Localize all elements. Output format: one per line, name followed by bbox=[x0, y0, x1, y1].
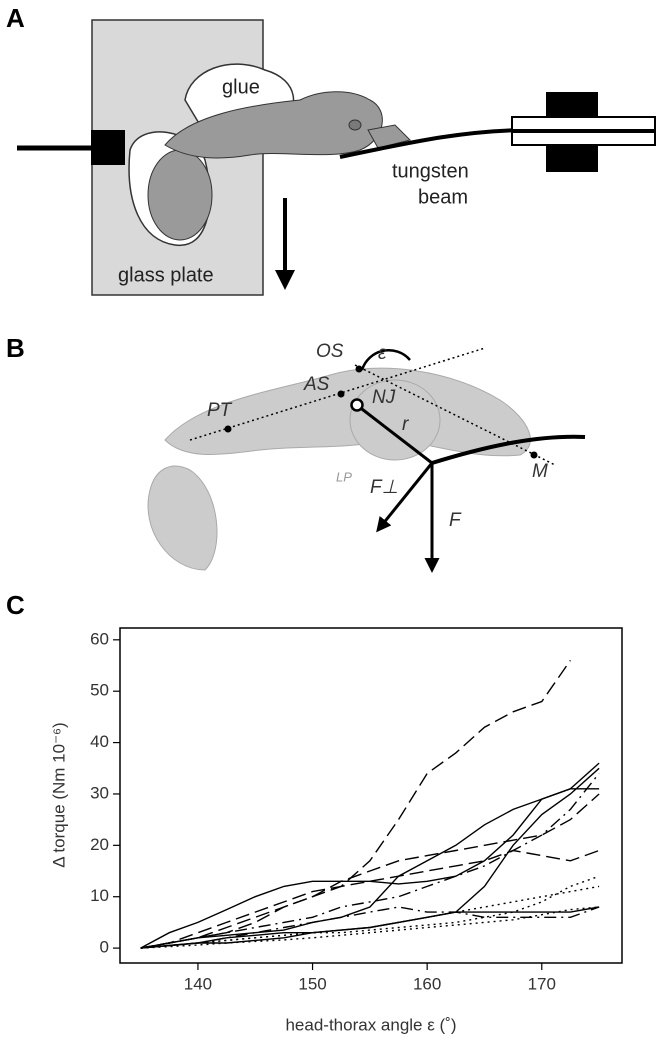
label: r bbox=[402, 414, 409, 435]
point bbox=[530, 451, 538, 459]
ant-gaster bbox=[147, 465, 218, 571]
x-tick-label: 160 bbox=[413, 974, 441, 993]
panel-label: B bbox=[6, 333, 25, 363]
label: AS bbox=[303, 374, 330, 395]
label: tungsten bbox=[392, 160, 469, 182]
x-tick-label: 150 bbox=[298, 974, 326, 993]
panel-c: C head-thorax angle ε (˚) Δ torque (Nm 1… bbox=[6, 590, 623, 1034]
label: F bbox=[449, 510, 462, 531]
neck-joint bbox=[350, 398, 364, 412]
ant-gaster bbox=[147, 149, 213, 241]
thorax-axis bbox=[189, 347, 486, 441]
tungsten-beam bbox=[431, 434, 586, 465]
y-tick-label: 40 bbox=[90, 732, 109, 751]
x-tick-label: 170 bbox=[528, 974, 556, 993]
label: glue bbox=[222, 76, 260, 98]
data-line bbox=[140, 772, 600, 949]
y-tick-label: 60 bbox=[90, 629, 109, 648]
plot-area bbox=[140, 660, 600, 949]
ant-mandible bbox=[367, 124, 411, 149]
label: F⊥ bbox=[370, 477, 398, 498]
data-line bbox=[140, 788, 600, 949]
label: OS bbox=[316, 341, 344, 362]
label: M bbox=[532, 461, 548, 482]
data-line bbox=[140, 793, 600, 949]
data-line bbox=[140, 875, 600, 949]
data-line bbox=[140, 885, 600, 949]
label: glass plate bbox=[118, 264, 214, 286]
panel-label: A bbox=[6, 3, 25, 33]
y-tick-label: 20 bbox=[90, 835, 109, 854]
panel-a: A glue tungsten beam glass plate bbox=[6, 3, 656, 296]
y-axis-label: Δ torque (Nm 10⁻⁶) bbox=[49, 722, 68, 867]
lever-arm bbox=[357, 404, 433, 465]
ant-body bbox=[164, 367, 531, 457]
ant-eye bbox=[348, 119, 362, 131]
data-line bbox=[140, 906, 600, 949]
label: LP bbox=[336, 469, 352, 484]
y-tick-label: 0 bbox=[100, 938, 109, 957]
ant-head bbox=[349, 379, 441, 461]
label: ε bbox=[378, 343, 387, 364]
data-line bbox=[140, 767, 600, 949]
ant-body bbox=[164, 91, 383, 159]
x-axis-label: head-thorax angle ε (˚) bbox=[285, 1015, 456, 1034]
plot-frame bbox=[119, 627, 623, 964]
y-tick-label: 50 bbox=[90, 681, 109, 700]
x-tick-label: 140 bbox=[184, 974, 212, 993]
angle-arc bbox=[360, 349, 411, 371]
y-tick-label: 30 bbox=[90, 783, 109, 802]
holder bbox=[91, 130, 125, 165]
force-perp-arrow bbox=[376, 462, 434, 533]
data-line bbox=[140, 762, 600, 949]
label: NJ bbox=[372, 387, 396, 408]
point bbox=[337, 390, 345, 398]
label: beam bbox=[418, 186, 468, 208]
point bbox=[224, 425, 232, 433]
panel-b: B OS ε AS NJ PT r LP F⊥ F M bbox=[6, 333, 586, 573]
point bbox=[355, 365, 363, 373]
y-tick-label: 10 bbox=[90, 886, 109, 905]
label: PT bbox=[207, 400, 233, 421]
tungsten-beam bbox=[339, 128, 531, 159]
head-axis bbox=[354, 364, 556, 466]
data-line bbox=[140, 906, 600, 949]
data-line bbox=[140, 906, 600, 949]
panel-label: C bbox=[6, 590, 25, 620]
